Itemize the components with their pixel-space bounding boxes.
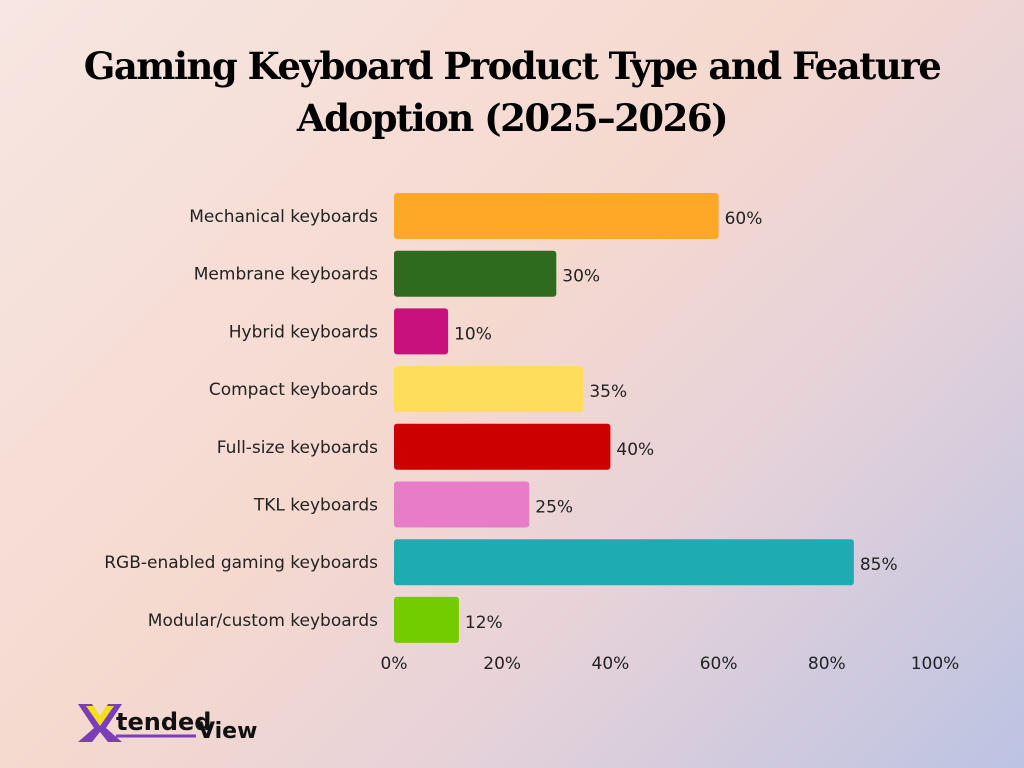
x-tick-label: 20% [483,654,521,674]
data-label: 60% [725,209,763,229]
bar [394,308,449,355]
logo-text: View [198,719,257,744]
data-label: 12% [465,613,503,633]
bar [394,481,530,528]
data-label: 35% [589,382,627,402]
category-label: RGB-enabled gaming keyboards [104,553,378,573]
chart-title: Gaming Keyboard Product Type and Feature… [83,44,942,140]
bar [394,423,611,470]
data-label: 10% [454,324,492,344]
logo-text: tended [116,708,211,736]
x-tick-label: 40% [592,654,630,674]
xtendedview-logo: tended View [78,702,278,748]
category-label: Full-size keyboards [217,438,378,458]
bar [394,366,584,413]
data-label: 25% [535,498,573,518]
category-label: Compact keyboards [209,380,378,400]
category-label: Hybrid keyboards [229,322,378,342]
category-label: Mechanical keyboards [189,207,378,227]
x-tick-label: 80% [808,654,846,674]
category-label: Membrane keyboards [194,265,378,285]
bar [394,596,459,643]
category-label: TKL keyboards [253,496,378,516]
data-label: 30% [562,267,600,287]
category-label: Modular/custom keyboards [148,611,378,631]
bar [394,193,719,239]
x-tick-label: 100% [911,654,960,674]
x-tick-label: 0% [381,654,408,674]
data-label: 40% [616,440,654,460]
data-label: 85% [860,555,898,575]
bar [394,250,557,297]
x-tick-label: 60% [700,654,738,674]
bar [394,539,854,586]
